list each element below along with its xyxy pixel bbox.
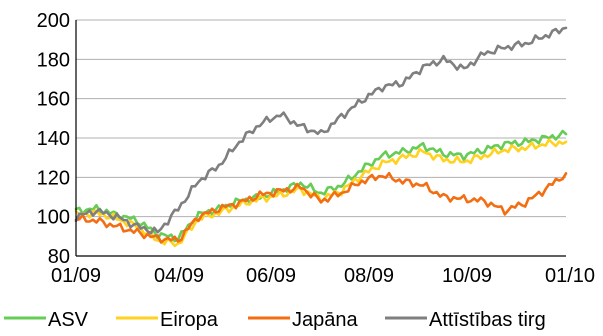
legend-label: ASV: [48, 309, 89, 331]
y-tick-label: 140: [37, 128, 70, 150]
x-tick-label: 01/10: [545, 265, 595, 287]
y-tick-label: 160: [37, 89, 70, 111]
gridlines: [76, 19, 566, 218]
legend-label: Japāna: [292, 309, 358, 331]
y-tick-label: 120: [37, 167, 70, 189]
legend-label: Attīstības tirg: [429, 309, 546, 331]
series-line-3: [74, 171, 568, 244]
legend: ASV Eiropa Japāna Attīstības tirg: [4, 309, 546, 331]
y-tick-label: 180: [37, 49, 70, 71]
y-tick-labels: 80 100 120 140 160 180 200: [37, 10, 70, 268]
x-tick-label: 04/09: [154, 265, 204, 287]
y-tick-label: 80: [48, 246, 70, 268]
y-tick-label: 200: [37, 10, 70, 32]
series-line-1: [74, 129, 568, 243]
series-lines: [74, 26, 568, 248]
legend-label: Eiropa: [160, 309, 219, 331]
x-tick-labels: 01/09 04/09 06/09 08/09 10/09 01/10: [51, 265, 595, 287]
x-tick-label: 10/09: [442, 265, 492, 287]
axes: [75, 20, 566, 257]
x-tick-label: 08/09: [344, 265, 394, 287]
x-tick-label: 01/09: [51, 265, 101, 287]
y-tick-label: 100: [37, 207, 70, 229]
x-tick-label: 06/09: [246, 265, 296, 287]
series-line-4: [74, 26, 568, 235]
